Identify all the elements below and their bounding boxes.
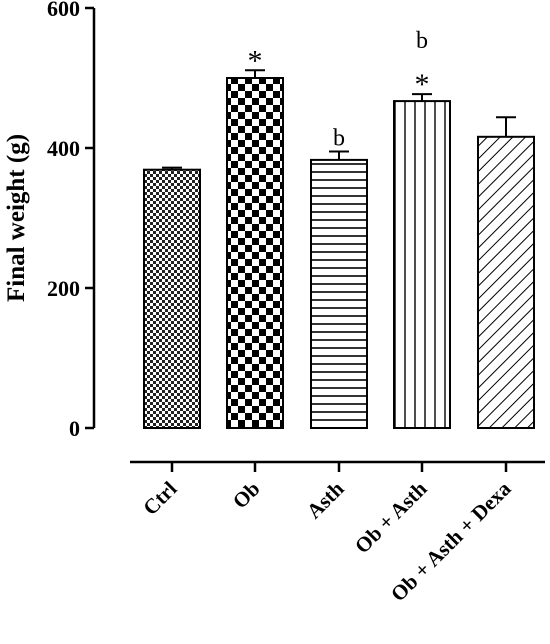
bar	[477, 135, 535, 430]
y-axis-title: Final weight (g)	[3, 134, 30, 302]
bar	[226, 77, 284, 429]
annotations: * b * b	[248, 28, 430, 151]
bar	[393, 100, 451, 429]
significance-letter: b	[416, 28, 428, 54]
bar	[310, 158, 368, 429]
category-label: Asth	[302, 476, 349, 523]
y-ticks: 0 200 400 600	[47, 0, 94, 441]
y-tick-label: 400	[47, 136, 80, 161]
y-tick-label: 200	[47, 276, 80, 301]
y-tick-label: 0	[69, 416, 80, 441]
category-label: Ob + Asth	[350, 476, 432, 558]
significance-star: *	[415, 68, 430, 101]
category-label: Ctrl	[138, 476, 181, 519]
bar	[143, 168, 201, 429]
error-bars	[162, 69, 516, 170]
category-label: Ob	[228, 477, 265, 514]
significance-letter: b	[333, 126, 345, 152]
significance-star: *	[248, 44, 263, 77]
y-tick-label: 600	[47, 0, 80, 21]
